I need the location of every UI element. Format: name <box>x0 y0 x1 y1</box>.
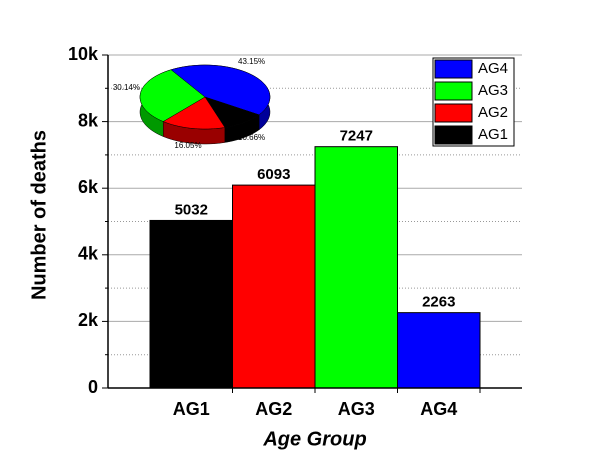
x-axis-title: Age Group <box>262 428 366 450</box>
legend-label: AG3 <box>478 82 508 99</box>
x-tick-label: AG3 <box>338 399 375 419</box>
legend-label: AG2 <box>478 104 508 121</box>
bar <box>149 219 233 389</box>
x-tick-label: AG4 <box>420 399 457 419</box>
value-label: 7247 <box>340 128 373 145</box>
x-tick-label: AG1 <box>173 399 210 419</box>
bar <box>314 146 398 389</box>
value-label: 2263 <box>422 294 455 311</box>
pie-label: 10.66% <box>238 133 265 142</box>
y-tick-label: 6k <box>78 177 99 197</box>
legend-swatch <box>434 103 473 123</box>
pie-slice <box>170 64 271 116</box>
pie-label: 43.15% <box>238 57 265 66</box>
pie-slice <box>204 96 260 128</box>
bar <box>397 312 481 389</box>
y-tick-label: 2k <box>78 310 99 330</box>
legend-swatch <box>434 125 473 145</box>
pie-slice <box>139 69 206 122</box>
y-tick-label: 4k <box>78 244 99 264</box>
y-tick-label: 8k <box>78 110 99 130</box>
x-tick-label: AG2 <box>255 399 292 419</box>
legend-swatch <box>434 81 473 101</box>
legend-label: AG4 <box>478 60 508 77</box>
bar <box>232 184 316 389</box>
value-label: 6093 <box>257 166 290 183</box>
value-label: 5032 <box>175 201 208 218</box>
legend-label: AG1 <box>478 126 508 143</box>
pie-slice <box>162 96 226 130</box>
pie-label: 30.14% <box>113 83 140 92</box>
y-tick-label: 0 <box>88 377 98 397</box>
pie-label: 16.05% <box>174 141 201 150</box>
legend-swatch <box>434 59 473 79</box>
y-tick-label: 10k <box>68 44 99 64</box>
y-axis-title: Number of deaths <box>28 130 50 300</box>
